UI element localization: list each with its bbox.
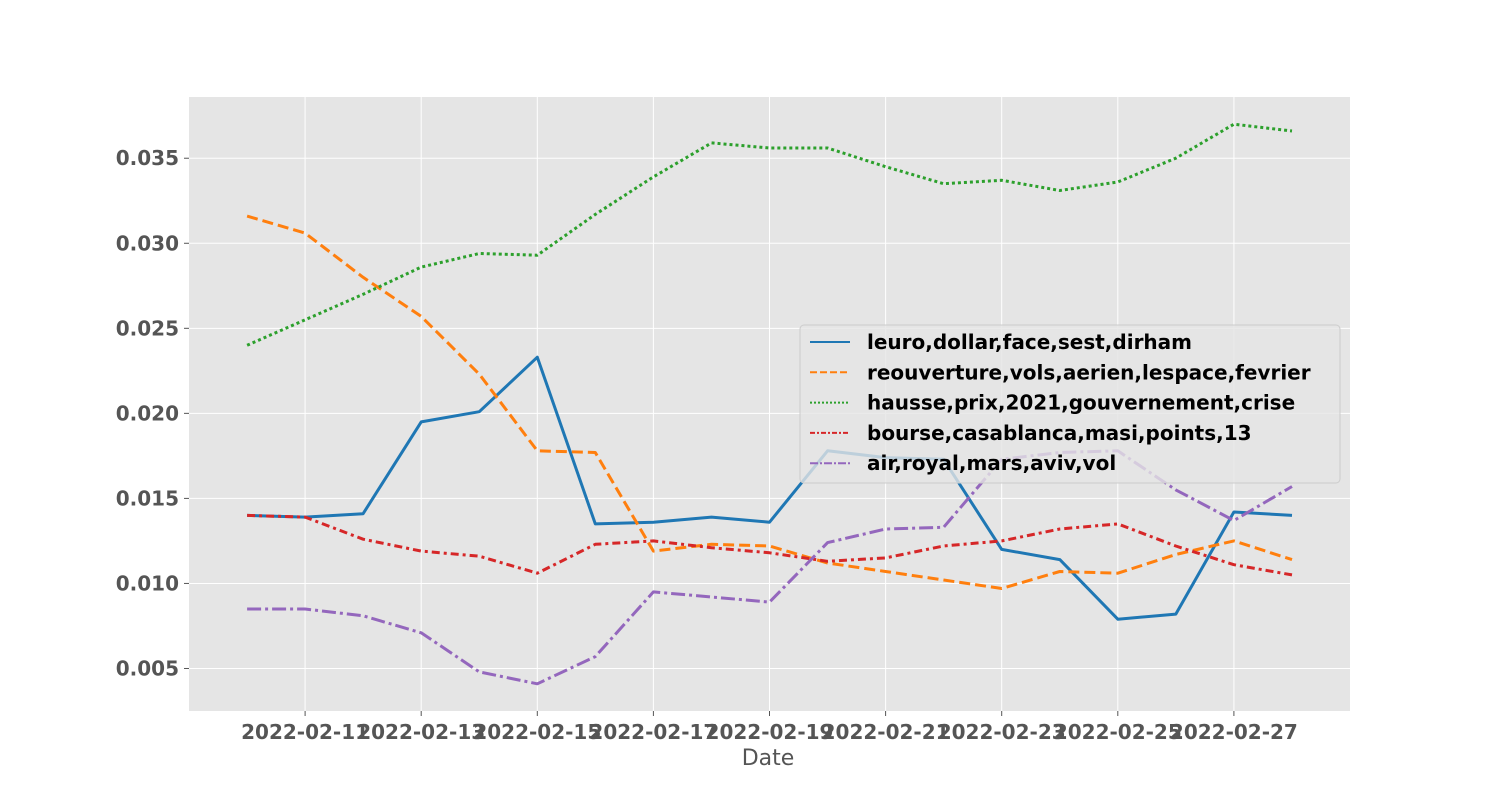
x-tick-labels: 2022-02-112022-02-132022-02-152022-02-17…: [241, 711, 1298, 744]
legend: leuro,dollar,face,sest,dirham reouverture…: [799, 324, 1341, 484]
x-tick-label: 2022-02-19: [706, 720, 834, 744]
y-tick-label: 0.010: [116, 571, 179, 595]
legend-label: hausse,prix,2021,gouvernement,crise: [867, 391, 1295, 415]
legend-label: air,royal,mars,aviv,vol: [867, 451, 1116, 475]
series-line-4: [247, 513, 1293, 577]
y-tick-label: 0.025: [116, 316, 179, 340]
x-axis-label: Date: [742, 746, 795, 771]
x-tick-label: 2022-02-13: [357, 720, 485, 744]
legend-label: leuro,dollar,face,sest,dirham: [867, 330, 1192, 354]
legend-box: [799, 324, 1341, 484]
legend-label: reouverture,vols,aerien,lespace,fevrier: [867, 360, 1311, 384]
y-tick-label: 0.005: [116, 656, 179, 680]
x-tick-label: 2022-02-15: [473, 720, 601, 744]
y-tick-label: 0.030: [116, 231, 179, 255]
x-tick-label: 2022-02-21: [822, 720, 950, 744]
x-tick-label: 2022-02-11: [241, 720, 369, 744]
x-tick-label: 2022-02-25: [1054, 720, 1182, 744]
y-tick-label: 0.020: [116, 401, 179, 425]
series-line-2: [246, 214, 1293, 590]
y-tick-label: 0.035: [116, 146, 179, 170]
x-tick-label: 2022-02-23: [938, 720, 1066, 744]
y-tick-label: 0.015: [116, 486, 179, 510]
y-tick-labels: 0.005 0.010 0.015 0.020 0.025 0.030 0.035: [116, 146, 189, 680]
x-tick-label: 2022-02-27: [1170, 720, 1298, 744]
series-line-1: [247, 355, 1293, 621]
legend-label: bourse,casablanca,masi,points,13: [867, 421, 1252, 445]
x-tick-label: 2022-02-17: [589, 720, 717, 744]
